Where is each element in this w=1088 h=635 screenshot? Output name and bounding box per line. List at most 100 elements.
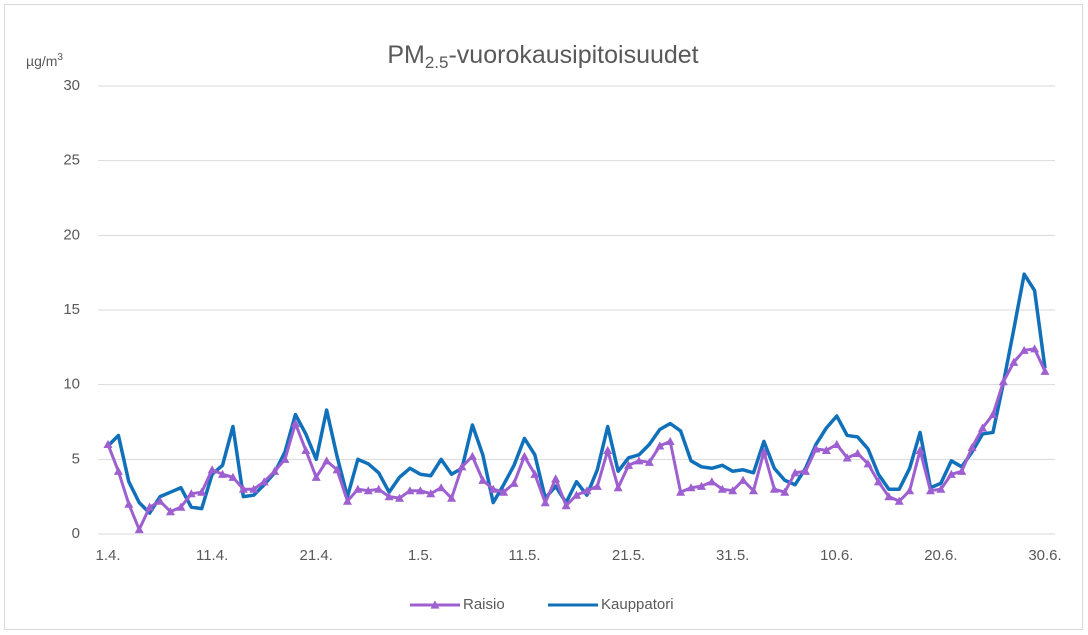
series-marker	[238, 484, 248, 493]
series-marker	[280, 454, 290, 463]
series-marker	[572, 490, 581, 499]
y-tick-label: 30	[63, 77, 80, 94]
y-tick-label: 20	[63, 226, 80, 243]
series-marker	[978, 423, 988, 432]
series-marker	[790, 468, 800, 477]
series-marker	[811, 444, 821, 453]
series-marker	[801, 466, 811, 475]
series-marker	[436, 483, 446, 492]
series-marker	[655, 441, 665, 450]
title-rest: -vuorokausipitoisuudet	[448, 41, 698, 69]
x-tick-label: 11.4.	[196, 547, 228, 564]
series-marker	[540, 498, 550, 507]
chart-title: PM2.5-vuorokausipitoisuudet	[387, 41, 698, 73]
series-marker	[249, 484, 259, 493]
series-marker	[415, 486, 425, 495]
series-marker	[124, 499, 134, 508]
series-marker	[155, 496, 165, 505]
series-marker	[946, 469, 956, 478]
y-tick-label: 10	[63, 376, 80, 393]
series-marker	[426, 489, 436, 498]
series-marker	[665, 436, 675, 446]
series-marker	[613, 483, 623, 492]
series-marker	[228, 472, 238, 481]
series-marker	[696, 481, 706, 490]
y-tick-label: 25	[63, 152, 80, 169]
series-marker	[936, 484, 946, 493]
series-marker	[332, 465, 342, 474]
series-marker	[603, 445, 613, 454]
series-marker	[447, 493, 457, 502]
y-unit-sup: 3	[57, 52, 63, 63]
series-marker	[676, 487, 686, 496]
series-marker	[873, 477, 883, 486]
series-marker	[592, 481, 602, 490]
series-marker	[842, 453, 852, 462]
series-marker	[957, 466, 967, 475]
series-marker	[395, 493, 405, 502]
series-marker	[832, 439, 842, 448]
series-marker	[988, 410, 998, 419]
series-marker	[405, 486, 415, 495]
series-marker	[853, 448, 863, 457]
series-marker	[707, 477, 717, 486]
series-marker	[186, 489, 196, 498]
series-marker	[342, 496, 352, 505]
series-marker	[509, 478, 519, 487]
series-marker	[103, 439, 113, 448]
title-sub: 2.5	[425, 53, 449, 72]
series-marker	[145, 502, 155, 511]
x-tick-label: 1.5.	[408, 547, 433, 564]
series-marker	[134, 525, 144, 534]
series-marker	[759, 447, 769, 456]
series-marker	[884, 492, 894, 501]
x-tick-label: 31.5.	[716, 547, 749, 564]
y-tick-label: 15	[63, 301, 80, 318]
series-marker	[967, 442, 977, 451]
series-marker	[863, 459, 873, 468]
series-marker	[363, 486, 373, 495]
x-tick-label: 30.6.	[1028, 547, 1061, 564]
series-marker	[259, 477, 269, 486]
series-marker	[197, 487, 207, 496]
x-tick-label: 21.5.	[612, 547, 645, 564]
series-marker	[644, 457, 654, 466]
series-marker	[624, 460, 634, 469]
series-marker	[207, 465, 217, 474]
series-marker	[582, 486, 592, 495]
series-marker	[311, 472, 321, 481]
series-marker	[1030, 344, 1040, 353]
series-marker	[561, 501, 571, 510]
series-marker	[467, 451, 477, 460]
series-marker	[686, 483, 696, 492]
series-marker	[478, 475, 488, 484]
series-marker	[301, 445, 311, 454]
title-main: PM	[387, 41, 425, 69]
series-marker	[290, 418, 300, 428]
series-marker	[165, 507, 175, 516]
series-marker	[353, 484, 363, 493]
series-marker	[488, 484, 498, 493]
series-marker	[270, 466, 280, 475]
series-marker	[1009, 357, 1019, 366]
series-marker	[915, 445, 925, 454]
y-tick-label: 0	[72, 525, 80, 542]
series-marker	[551, 474, 561, 483]
series-marker	[717, 484, 727, 493]
series-marker	[738, 475, 748, 484]
x-tick-label: 10.6.	[820, 547, 853, 564]
x-tick-label: 20.6.	[924, 547, 957, 564]
x-tick-label: 21.4.	[300, 547, 333, 564]
series-marker	[322, 456, 332, 465]
series-marker	[374, 484, 384, 493]
series-marker	[780, 487, 790, 496]
series-marker	[530, 469, 540, 478]
series-marker	[894, 496, 904, 505]
y-tick-label: 5	[72, 450, 80, 467]
series-marker	[384, 492, 394, 501]
series-marker	[634, 456, 644, 465]
x-tick-label: 11.5.	[508, 547, 540, 564]
series-marker	[519, 451, 529, 460]
